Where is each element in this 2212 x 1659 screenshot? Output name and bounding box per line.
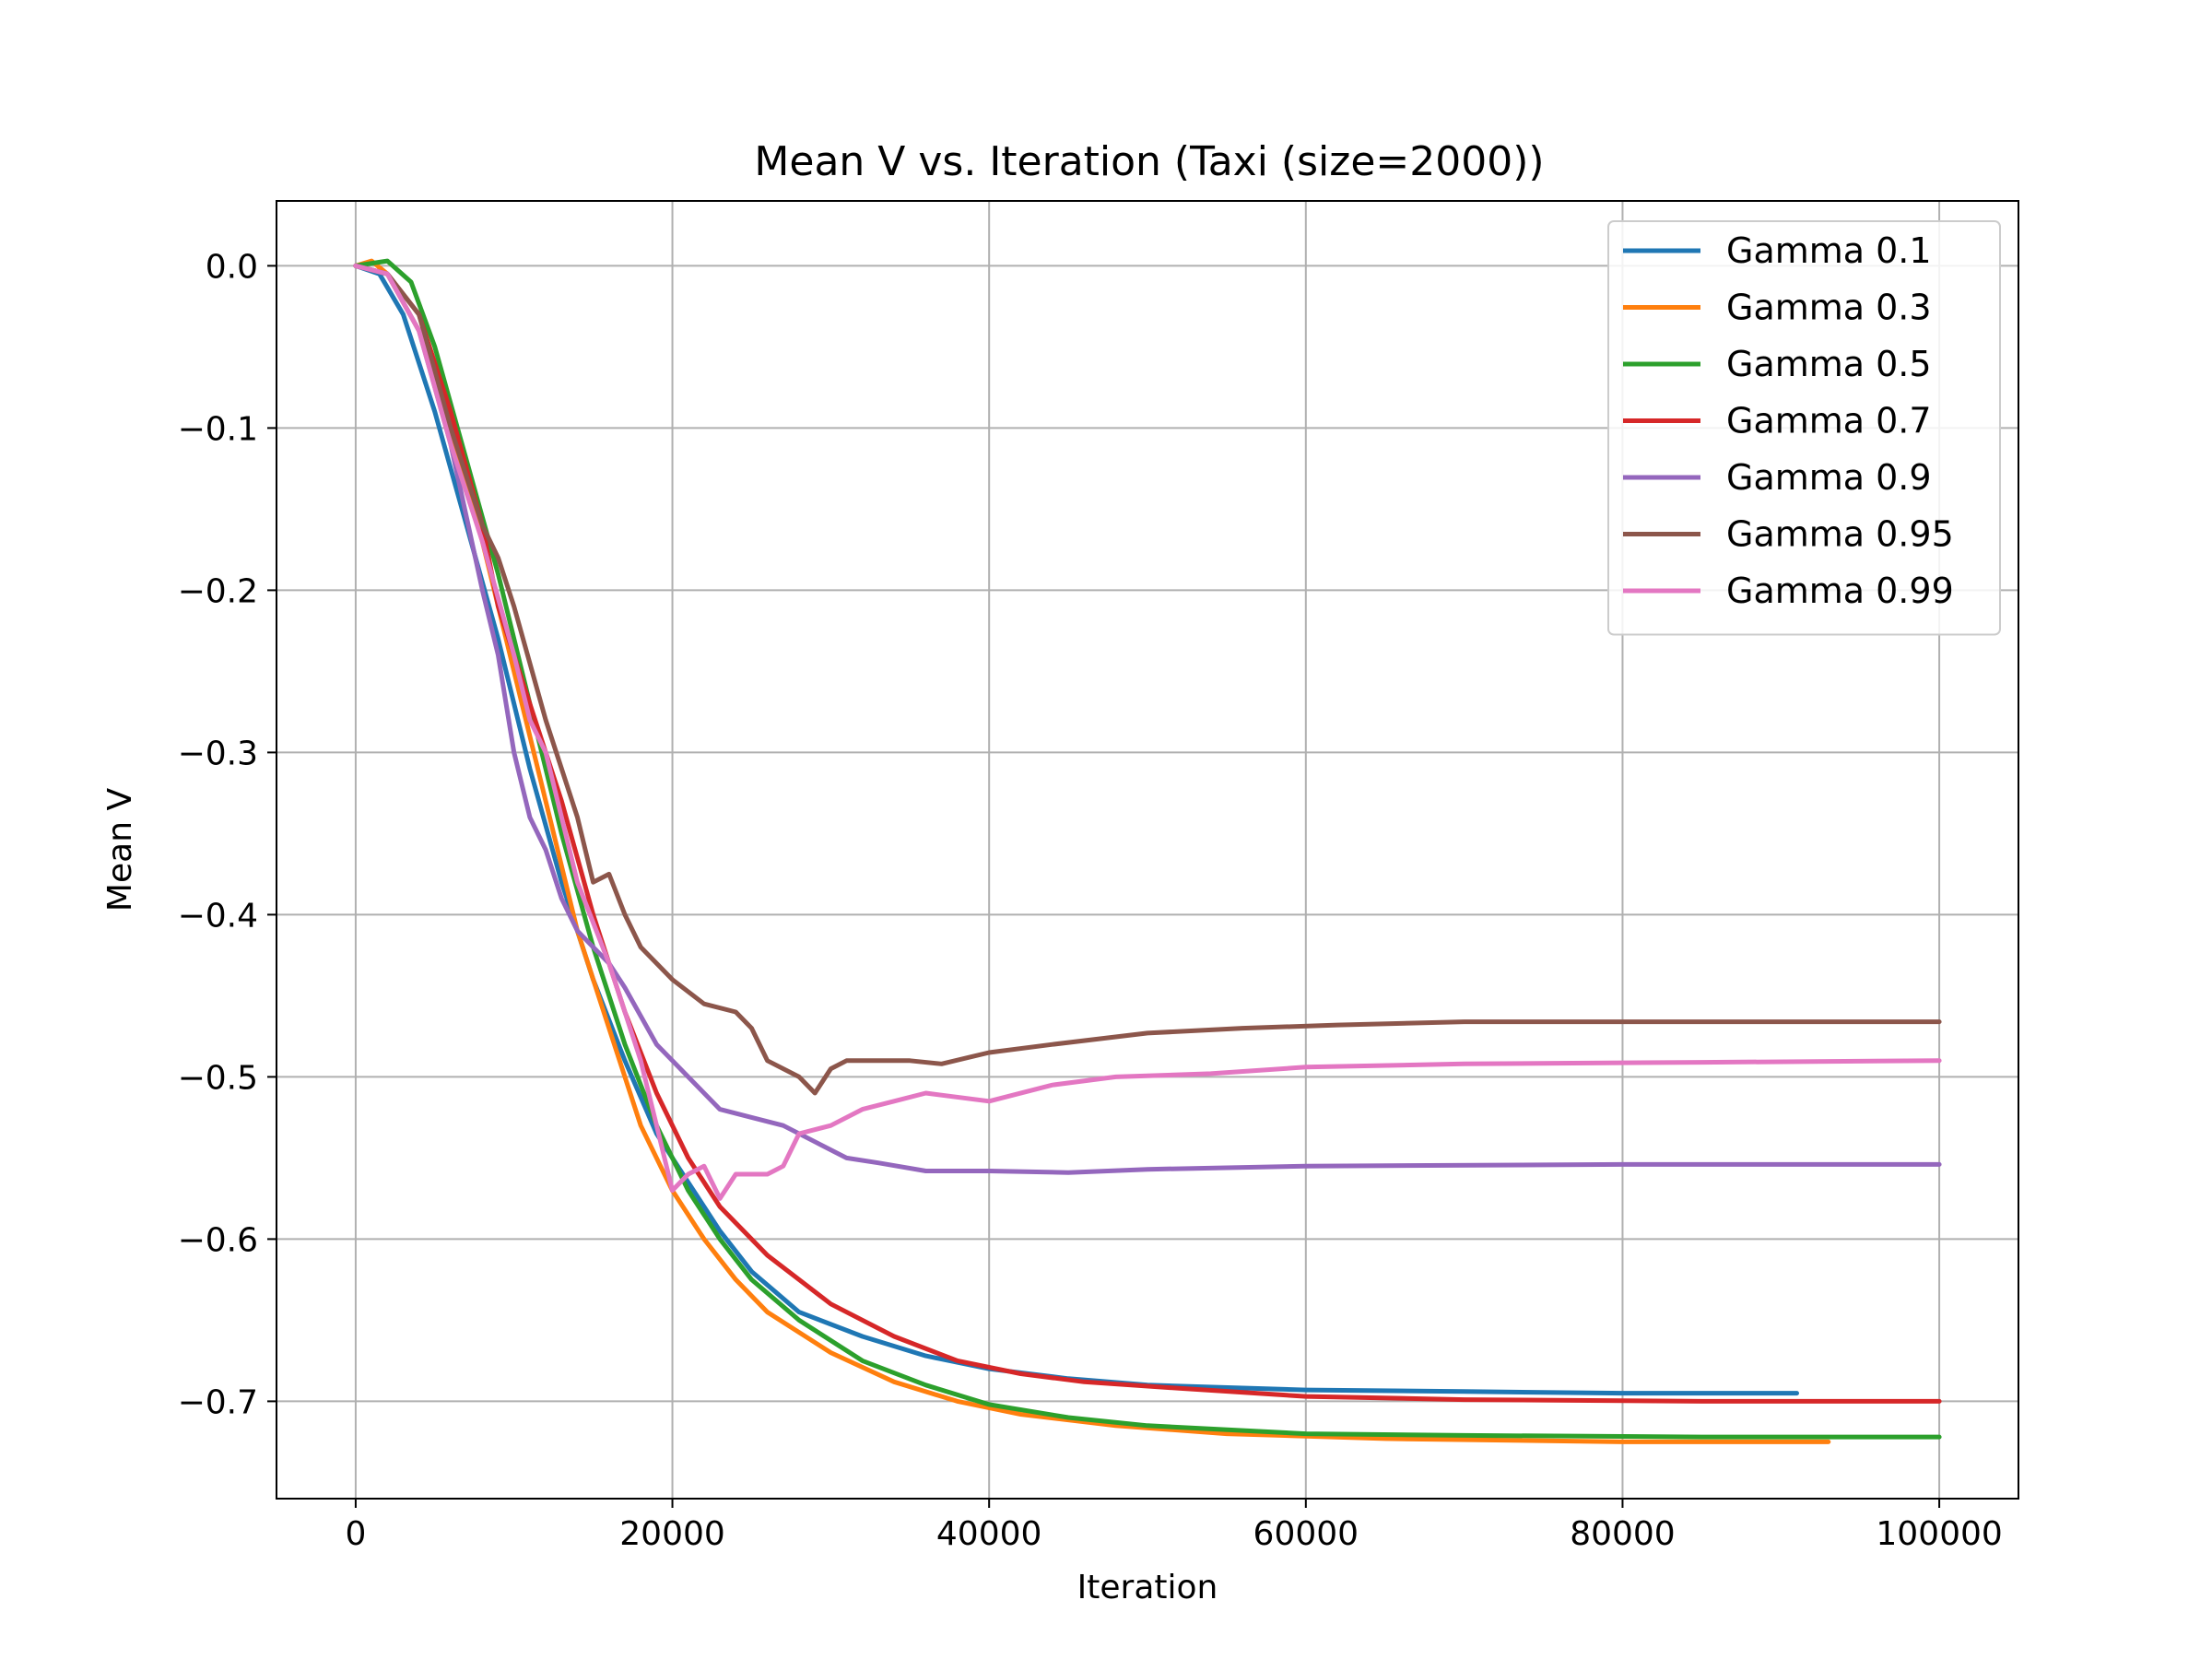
y-axis-title: Mean V	[101, 788, 139, 912]
y-tick-label: 0.0	[206, 248, 258, 286]
x-tick-label: 40000	[936, 1515, 1042, 1553]
chart-title: Mean V vs. Iteration (Taxi (size=2000))	[754, 138, 1544, 185]
y-tick-label: −0.4	[178, 897, 258, 935]
grid	[276, 201, 2018, 1499]
plot-frame	[276, 200, 2019, 1500]
legend-box	[1607, 220, 2001, 636]
ticks: 0 20000 40000 60000 80000 100000 0.0 −0.1 −0.2 −0…	[178, 248, 2003, 1553]
legend-label: Gamma 0.1	[1726, 230, 1932, 271]
legend-label: Gamma 0.95	[1726, 514, 1954, 555]
y-tick-label: −0.6	[178, 1221, 258, 1259]
y-tick-label: −0.5	[178, 1059, 258, 1097]
y-tick-label: −0.1	[178, 410, 258, 448]
y-tick-label: −0.3	[178, 735, 258, 772]
legend-label: Gamma 0.5	[1726, 344, 1932, 384]
legend-label: Gamma 0.7	[1726, 401, 1932, 441]
legend: Gamma 0.1 Gamma 0.3 Gamma 0.5 Gamma 0.7 Gamm…	[1607, 220, 2001, 636]
x-tick-label: 80000	[1570, 1515, 1676, 1553]
y-tick-label: −0.2	[178, 572, 258, 610]
x-tick-label: 20000	[619, 1515, 725, 1553]
series-group	[353, 258, 1942, 1444]
x-tick-label: 0	[345, 1515, 366, 1553]
y-tick-label: −0.7	[178, 1383, 258, 1421]
series-line-5	[353, 263, 1942, 1175]
x-tick-label: 100000	[1876, 1515, 2002, 1553]
x-tick-label: 60000	[1253, 1515, 1359, 1553]
series-line-6	[353, 263, 1942, 1096]
legend-label: Gamma 0.99	[1726, 571, 1954, 611]
x-axis-title: Iteration	[1077, 1569, 1218, 1606]
legend-label: Gamma 0.9	[1726, 457, 1932, 498]
series-line-7	[353, 263, 1942, 1201]
legend-label: Gamma 0.3	[1726, 288, 1932, 328]
